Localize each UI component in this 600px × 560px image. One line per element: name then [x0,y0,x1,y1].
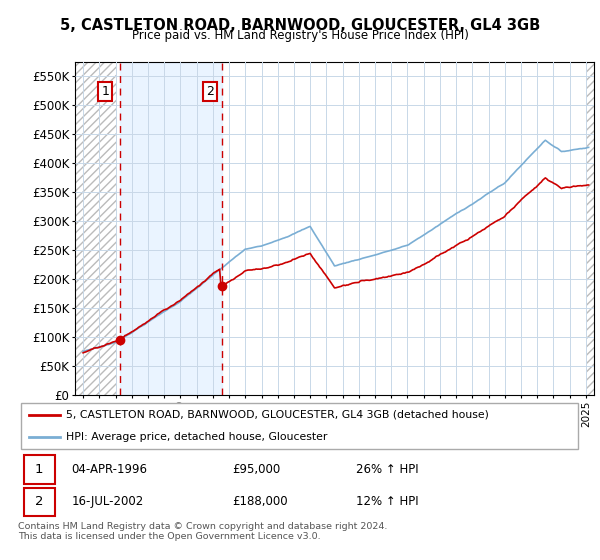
FancyBboxPatch shape [23,455,55,484]
FancyBboxPatch shape [21,404,578,449]
Bar [120,62,221,395]
Text: HPI: Average price, detached house, Gloucester: HPI: Average price, detached house, Glou… [66,432,328,442]
Text: £95,000: £95,000 [232,463,281,475]
Text: 2: 2 [206,85,214,98]
Text: 16-JUL-2002: 16-JUL-2002 [71,495,144,508]
Bar [586,62,594,395]
Text: 2: 2 [35,495,43,508]
Bar [586,62,594,395]
Text: Contains HM Land Registry data © Crown copyright and database right 2024.
This d: Contains HM Land Registry data © Crown c… [18,522,388,542]
Text: 04-APR-1996: 04-APR-1996 [71,463,148,475]
Text: 1: 1 [35,463,43,475]
Text: 5, CASTLETON ROAD, BARNWOOD, GLOUCESTER, GL4 3GB (detached house): 5, CASTLETON ROAD, BARNWOOD, GLOUCESTER,… [66,410,489,420]
Text: 1: 1 [101,85,109,98]
Text: 5, CASTLETON ROAD, BARNWOOD, GLOUCESTER, GL4 3GB: 5, CASTLETON ROAD, BARNWOOD, GLOUCESTER,… [60,18,540,33]
FancyBboxPatch shape [23,488,55,516]
Text: Price paid vs. HM Land Registry's House Price Index (HPI): Price paid vs. HM Land Registry's House … [131,29,469,42]
Text: 26% ↑ HPI: 26% ↑ HPI [356,463,419,475]
Bar [75,62,116,395]
Text: £188,000: £188,000 [232,495,288,508]
Text: 12% ↑ HPI: 12% ↑ HPI [356,495,419,508]
Bar [75,62,116,395]
